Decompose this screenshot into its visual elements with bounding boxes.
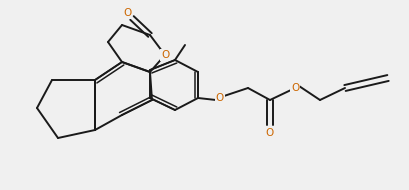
Text: O: O <box>291 83 299 93</box>
Text: O: O <box>161 50 169 60</box>
Text: O: O <box>123 8 131 18</box>
Text: O: O <box>216 93 224 103</box>
Text: O: O <box>266 128 274 138</box>
